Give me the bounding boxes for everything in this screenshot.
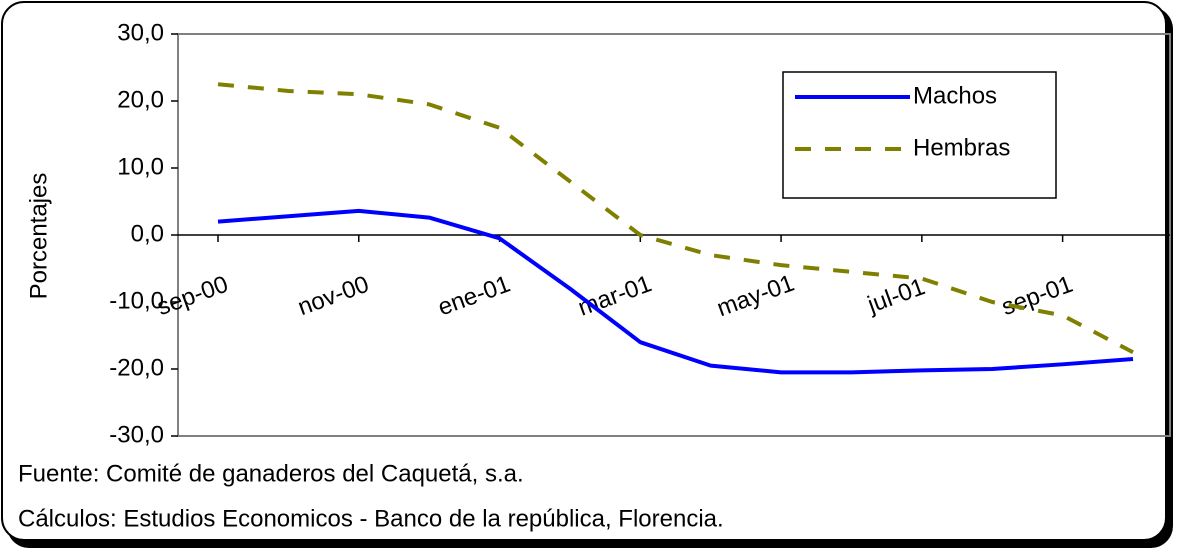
legend bbox=[782, 71, 1057, 199]
legend-label: Hembras bbox=[913, 134, 1010, 161]
note: Cálculos: Estudios Economicos - Banco de… bbox=[18, 505, 724, 532]
y-tick-label: 10,0 bbox=[117, 153, 164, 180]
y-tick-label: -30,0 bbox=[109, 421, 164, 448]
y-axis-title: Porcentajes bbox=[25, 173, 52, 300]
series-line bbox=[217, 82, 1134, 355]
note: Fuente: Comité de ganaderos del Caquetá,… bbox=[18, 460, 524, 487]
y-tick-label: 20,0 bbox=[117, 86, 164, 113]
y-tick-label: -10,0 bbox=[109, 287, 164, 314]
y-tick-label: 0,0 bbox=[131, 220, 164, 247]
y-tick-label: -20,0 bbox=[109, 354, 164, 381]
y-tick-label: 30,0 bbox=[117, 19, 164, 46]
series-line bbox=[217, 208, 1134, 375]
legend-label: Machos bbox=[913, 82, 997, 109]
